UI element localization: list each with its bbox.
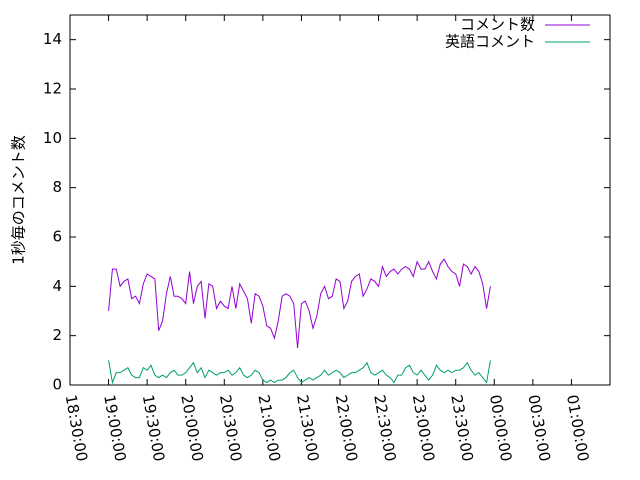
x-tick-label: 20:30:00: [216, 393, 245, 462]
x-tick-label: 01:00:00: [563, 393, 592, 462]
plot-frame: [69, 14, 611, 386]
y-axis-label: 1秒毎のコメント数: [10, 135, 28, 265]
x-tick-label: 18:30:00: [62, 393, 91, 462]
x-tick-label: 00:30:00: [524, 393, 553, 462]
legend-label-0: コメント数: [460, 16, 535, 34]
x-axis: 18:30:00 19:00:00 19:30:00 20:00:00 20:30:00…: [62, 15, 592, 463]
x-tick-label: 19:30:00: [139, 393, 168, 462]
y-tick-label: 6: [52, 228, 62, 246]
x-tick-label: 23:00:00: [409, 393, 438, 462]
y-tick-label: 8: [52, 178, 62, 196]
y-tick-label: 10: [43, 129, 62, 147]
series-lines: [108, 258, 491, 385]
x-tick-label: 20:00:00: [177, 393, 206, 462]
x-tick-label: 19:00:00: [100, 393, 129, 462]
x-tick-label: 00:00:00: [486, 393, 515, 462]
x-tick-label: 21:00:00: [254, 393, 283, 462]
x-tick-label: 21:30:00: [293, 393, 322, 462]
x-tick-label: 22:00:00: [332, 393, 361, 462]
y-axis: 0 2 4 6 8 10 12 14: [43, 30, 610, 394]
legend-label-1: 英語コメント: [445, 33, 535, 51]
series-line-0: [108, 258, 491, 349]
y-tick-label: 4: [52, 277, 62, 295]
x-tick-label: 22:30:00: [370, 393, 399, 462]
y-tick-label: 12: [43, 80, 62, 98]
x-tick-label: 23:30:00: [447, 393, 476, 462]
plot-border: [69, 14, 611, 386]
series-line-1: [108, 360, 491, 385]
y-tick-label: 2: [52, 326, 62, 344]
y-tick-label: 14: [43, 30, 62, 48]
y-tick-label: 0: [52, 376, 62, 394]
